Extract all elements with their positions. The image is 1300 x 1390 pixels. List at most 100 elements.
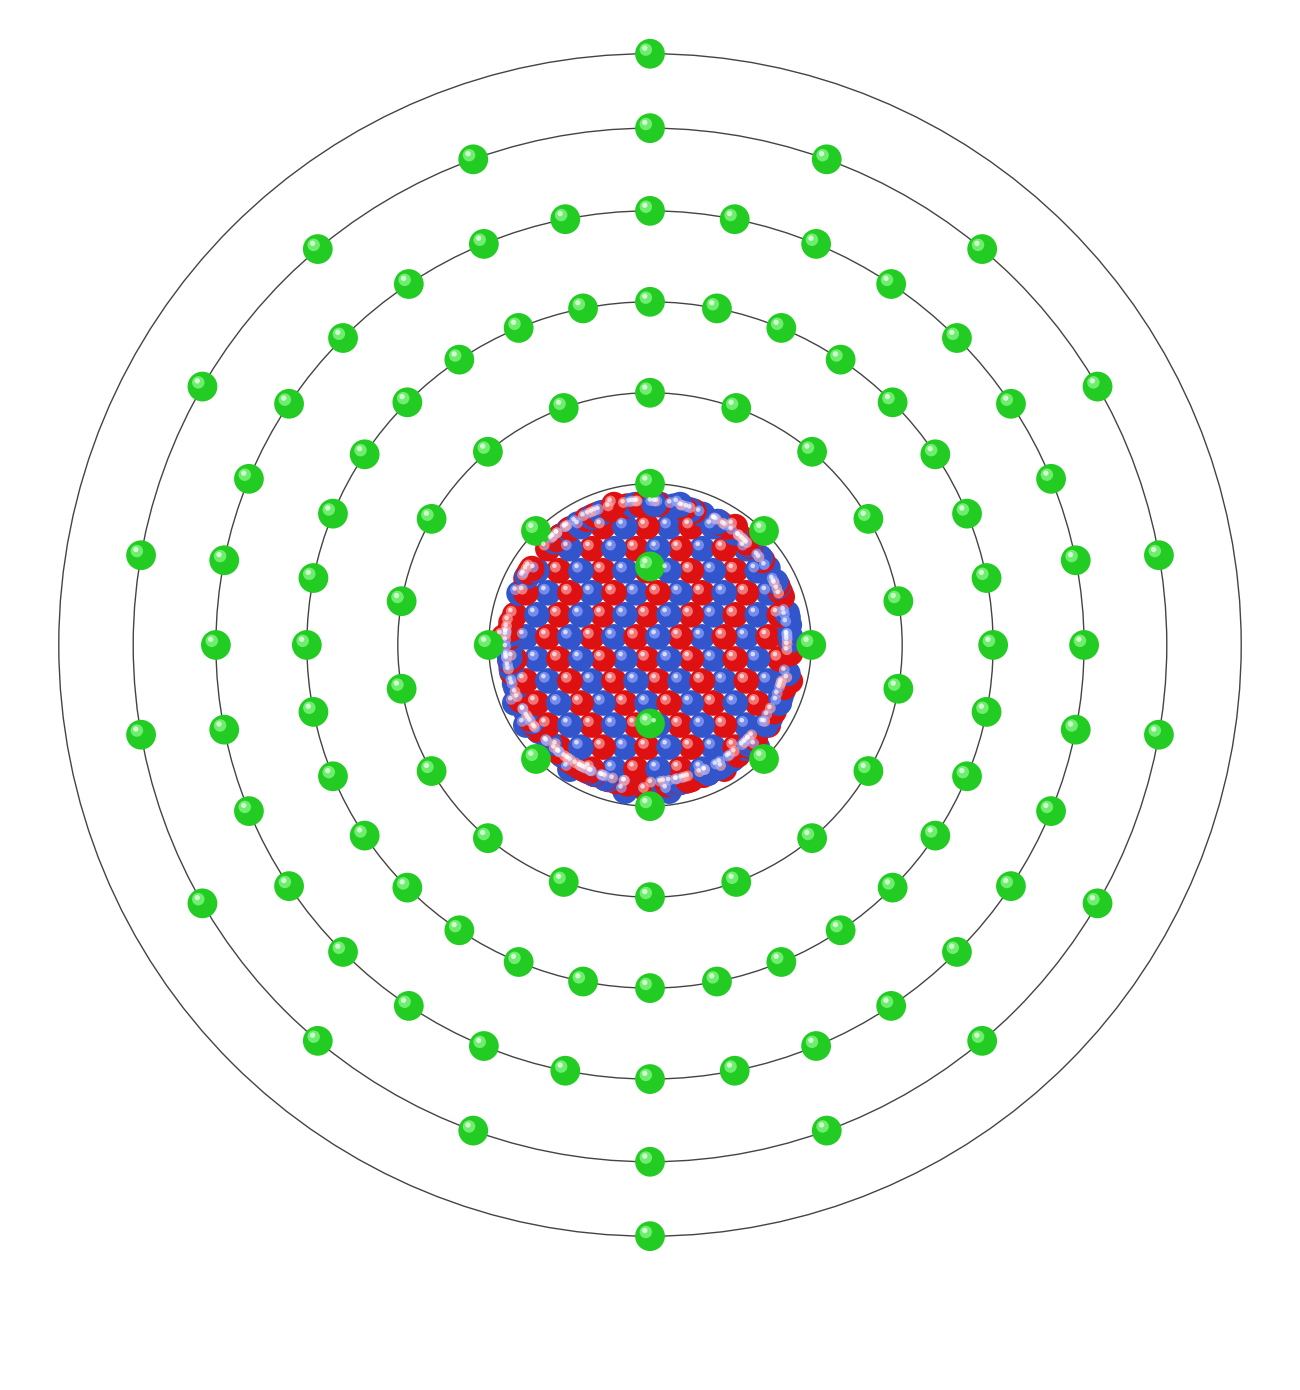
Circle shape <box>745 691 770 716</box>
Circle shape <box>689 712 715 738</box>
Circle shape <box>688 771 692 776</box>
Circle shape <box>689 756 715 783</box>
Circle shape <box>536 712 560 738</box>
Circle shape <box>642 1070 647 1076</box>
Circle shape <box>775 662 801 688</box>
Circle shape <box>586 766 590 771</box>
Circle shape <box>604 760 616 771</box>
Circle shape <box>507 670 511 676</box>
Circle shape <box>723 521 749 546</box>
Circle shape <box>497 621 523 646</box>
Circle shape <box>712 514 723 525</box>
Circle shape <box>552 563 556 569</box>
Circle shape <box>727 524 737 535</box>
Circle shape <box>727 1062 732 1068</box>
Circle shape <box>728 739 733 745</box>
Circle shape <box>876 991 906 1020</box>
Circle shape <box>306 570 311 575</box>
Circle shape <box>355 826 367 838</box>
Circle shape <box>806 1036 818 1048</box>
Circle shape <box>673 496 699 521</box>
Circle shape <box>753 552 779 577</box>
Circle shape <box>660 783 671 792</box>
Circle shape <box>636 468 664 499</box>
Circle shape <box>590 602 616 628</box>
Circle shape <box>500 664 526 691</box>
Circle shape <box>634 602 660 628</box>
Circle shape <box>757 557 781 582</box>
Circle shape <box>608 499 620 510</box>
Circle shape <box>636 1147 664 1177</box>
Circle shape <box>801 229 831 259</box>
Circle shape <box>645 580 671 606</box>
Circle shape <box>727 651 737 660</box>
Circle shape <box>517 671 528 682</box>
Circle shape <box>777 619 803 644</box>
Circle shape <box>524 602 550 628</box>
Circle shape <box>608 499 619 510</box>
Circle shape <box>733 712 759 738</box>
Circle shape <box>612 778 638 803</box>
Circle shape <box>883 998 889 1004</box>
Circle shape <box>459 1116 488 1145</box>
Circle shape <box>749 606 759 617</box>
Circle shape <box>656 557 682 584</box>
Circle shape <box>750 728 755 733</box>
Circle shape <box>387 587 416 616</box>
Circle shape <box>607 717 612 723</box>
Circle shape <box>507 673 512 678</box>
Circle shape <box>306 703 311 709</box>
Circle shape <box>629 717 634 723</box>
Circle shape <box>684 739 689 745</box>
Circle shape <box>768 581 794 607</box>
Circle shape <box>733 537 759 562</box>
Circle shape <box>745 734 770 760</box>
Circle shape <box>623 624 649 649</box>
Circle shape <box>558 624 582 649</box>
Circle shape <box>578 624 604 649</box>
Circle shape <box>920 439 950 470</box>
Circle shape <box>508 952 521 965</box>
Circle shape <box>394 592 399 598</box>
Circle shape <box>391 591 404 603</box>
Circle shape <box>629 674 634 678</box>
Circle shape <box>781 624 792 635</box>
Circle shape <box>474 630 503 660</box>
Circle shape <box>563 717 568 723</box>
Circle shape <box>883 392 894 404</box>
Circle shape <box>216 552 222 557</box>
Circle shape <box>538 543 543 548</box>
Circle shape <box>972 239 984 252</box>
Circle shape <box>506 651 516 660</box>
Circle shape <box>768 575 779 585</box>
Circle shape <box>693 671 705 682</box>
Circle shape <box>593 505 603 514</box>
Circle shape <box>707 512 718 523</box>
Circle shape <box>698 509 702 513</box>
Circle shape <box>543 737 554 748</box>
Circle shape <box>541 717 546 723</box>
Circle shape <box>506 606 516 617</box>
Circle shape <box>733 746 737 751</box>
Circle shape <box>558 712 582 738</box>
Circle shape <box>616 517 627 528</box>
Circle shape <box>497 630 523 656</box>
Circle shape <box>784 630 788 634</box>
Circle shape <box>720 1056 750 1086</box>
Circle shape <box>563 585 568 591</box>
Circle shape <box>507 602 512 606</box>
Circle shape <box>655 778 660 783</box>
Circle shape <box>701 766 706 770</box>
Circle shape <box>590 514 616 539</box>
Circle shape <box>274 872 304 901</box>
Circle shape <box>525 520 538 532</box>
Circle shape <box>549 867 578 897</box>
Circle shape <box>746 721 771 748</box>
Circle shape <box>673 542 679 546</box>
Circle shape <box>774 320 779 325</box>
Circle shape <box>946 328 959 341</box>
Circle shape <box>187 371 217 402</box>
Circle shape <box>732 528 737 534</box>
Circle shape <box>636 883 664 912</box>
Circle shape <box>651 492 677 517</box>
